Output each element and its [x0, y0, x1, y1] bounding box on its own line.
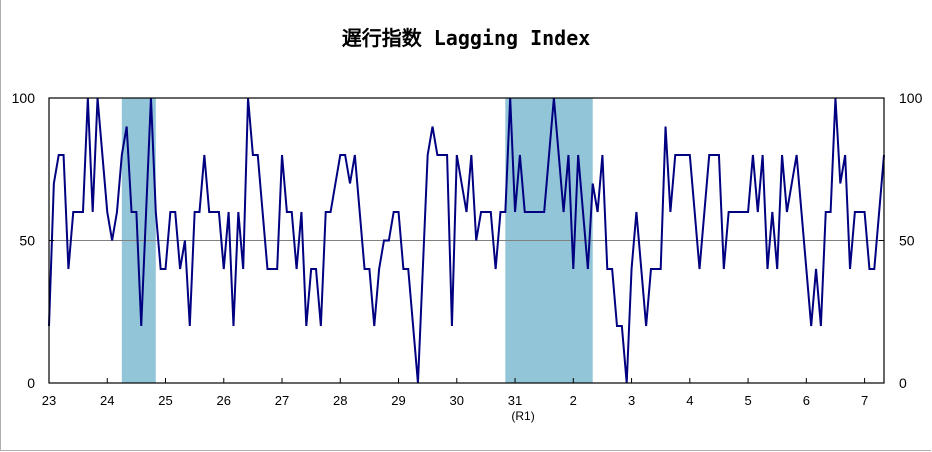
series-line-layer: [48, 97, 885, 384]
x-tick-label-6: 6: [803, 393, 810, 408]
x-tick-label-27: 27: [275, 393, 289, 408]
x-tick-label-23: 23: [42, 393, 56, 408]
y-tick-label-right-50: 50: [899, 233, 915, 249]
x-tick-label-24: 24: [100, 393, 114, 408]
x-tick-label-30: 30: [450, 393, 464, 408]
x-tick-label-3: 3: [628, 393, 635, 408]
x-tick-label-7: 7: [861, 393, 868, 408]
x-tick-label-25: 25: [158, 393, 172, 408]
x-era-note: (R1): [511, 409, 534, 423]
y-tick-label-left-50: 50: [19, 233, 35, 249]
x-tick-label-2: 2: [570, 393, 577, 408]
x-tick-label-5: 5: [744, 393, 751, 408]
y-tick-label-left-100: 100: [12, 90, 36, 106]
y-tick-label-right-100: 100: [899, 90, 923, 106]
x-tick-label-26: 26: [217, 393, 231, 408]
chart-title: 遅行指数 Lagging Index: [341, 26, 591, 50]
y-tick-label-right-0: 0: [899, 375, 907, 391]
x-tick-label-29: 29: [391, 393, 405, 408]
series-line: [48, 97, 885, 384]
x-tick-label-4: 4: [686, 393, 693, 408]
y-tick-label-left-0: 0: [27, 375, 35, 391]
x-tick-label-31: 31: [508, 393, 522, 408]
x-tick-label-28: 28: [333, 393, 347, 408]
